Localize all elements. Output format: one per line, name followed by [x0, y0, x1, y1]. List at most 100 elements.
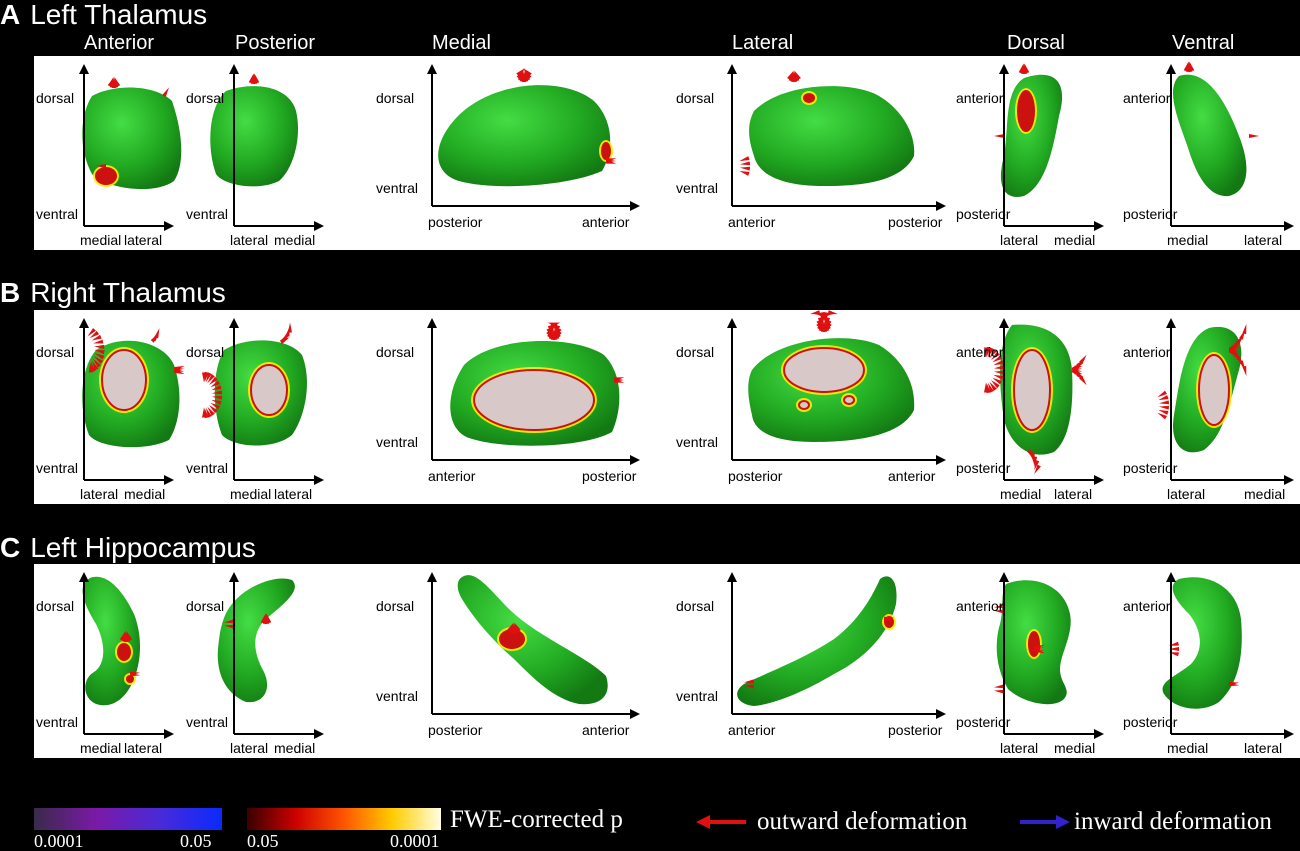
outward-deformation-arrow: [208, 405, 218, 414]
row-title-c: C Left Hippocampus: [0, 533, 256, 563]
outward-deformation-arrow: [1034, 648, 1045, 654]
outward-deformation-arrow: [207, 406, 215, 417]
structure-rendering: [427, 572, 640, 719]
view-panel-lateral: dorsal ventral anterior posterior: [674, 564, 954, 758]
axis-label-bottom: ventral: [36, 460, 79, 476]
view-panel-dorsal: anterior posterior medial lateral: [956, 310, 1114, 504]
axis-label-top: dorsal: [36, 598, 75, 614]
outward-deformation-arrow: [546, 325, 556, 333]
axis-label-left: medial: [80, 232, 122, 248]
outward-deformation-arrow: [739, 166, 751, 171]
axis-label-right: posterior: [582, 468, 637, 484]
axis-label-right: medial: [274, 232, 316, 248]
axis-label-right: medial: [1054, 740, 1096, 756]
axis-label-left: lateral: [1167, 486, 1206, 502]
significance-core: [843, 395, 855, 405]
view-panel-lateral: dorsal ventral posterior anterior: [674, 310, 954, 504]
outward-deformation-arrow: [993, 365, 1005, 370]
structure-rendering: [727, 310, 946, 465]
axis-arrows: [431, 70, 634, 207]
axis-label-right: lateral: [1244, 232, 1283, 248]
outward-deformation-arrow: [1158, 409, 1169, 415]
axis-label-right: lateral: [1054, 486, 1093, 502]
outward-deformation-arrow: [986, 382, 991, 394]
row-title-a: A Left Thalamus: [0, 0, 207, 30]
outward-deformation-arrow: [91, 360, 99, 371]
outward-deformation-arrow: [990, 380, 1000, 389]
row-letter: B: [0, 277, 21, 308]
axis-label-bottom: posterior: [1123, 460, 1178, 476]
outward-deformation-arrow: [1033, 456, 1038, 467]
outward-deformation-arrow: [522, 68, 532, 77]
axis-arrows: [83, 70, 168, 227]
axis-arrows: [233, 70, 318, 227]
outward-deformation-arrow: [507, 622, 514, 632]
structure-rendering: [1166, 61, 1294, 231]
outward-deformation-arrow: [119, 630, 126, 641]
structure-rendering: [993, 572, 1104, 739]
outward-deformation-arrow: [211, 390, 223, 395]
outward-deformation-arrow: [809, 310, 821, 315]
outward-deformation-arrow: [993, 360, 1004, 366]
outward-deformation-arrow: [993, 604, 1005, 609]
axis-label-right: anterior: [582, 722, 630, 738]
outward-deformation-arrow: [822, 317, 832, 325]
axis-label-top: anterior: [956, 344, 1004, 360]
axis-label-left: medial: [230, 486, 272, 502]
axis-label-right: posterior: [888, 722, 943, 738]
colorbar-inward: [34, 808, 222, 830]
outward-deformation-arrow: [816, 317, 826, 325]
view-panel-dorsal: anterior posterior lateral medial: [956, 564, 1114, 758]
outward-deformation-arrow: [260, 613, 266, 624]
structure-rendering: [727, 572, 946, 719]
axis-label-left: lateral: [230, 232, 269, 248]
outward-deformation-arrow: [1242, 365, 1247, 377]
outward-deformation-arrow: [553, 326, 562, 336]
view-label-lateral: Lateral: [732, 32, 794, 54]
outward-deformation-arrow: [739, 161, 751, 166]
outward-deformation-arrow: [94, 349, 105, 355]
inward-arrow-icon: [1020, 815, 1070, 829]
structure-surface: [737, 576, 897, 706]
structure-rendering: [79, 318, 185, 485]
view-panel-medial: dorsal ventral posterior anterior: [374, 564, 654, 758]
significance-core: [1198, 354, 1230, 426]
outward-deformation-label: outward deformation: [757, 808, 968, 835]
axis-arrows: [731, 324, 940, 461]
axis-arrows: [731, 70, 940, 207]
outward-deformation-arrow: [223, 624, 235, 629]
axis-label-right: medial: [1054, 232, 1096, 248]
axis-label-left: anterior: [428, 468, 476, 484]
structure-rendering: [79, 64, 182, 231]
view-panel-dorsal: anterior posterior lateral medial: [956, 56, 1114, 250]
outward-deformation-arrow: [990, 351, 1000, 360]
outward-deformation-arrow: [883, 617, 895, 622]
view-panel-medial: dorsal ventral anterior posterior: [374, 310, 654, 504]
outward-deformation-arrow: [1228, 682, 1240, 687]
structure-rendering: [994, 63, 1104, 231]
significance-core: [126, 675, 134, 683]
axis-arrows: [1003, 324, 1098, 481]
inward-deformation-label: inward deformation: [1074, 808, 1272, 835]
outward-deformation-arrow: [129, 672, 141, 677]
view-panel-ventral: anterior posterior lateral medial: [1123, 310, 1300, 504]
axis-label-top: dorsal: [676, 598, 715, 614]
outward-deformation-arrow: [554, 328, 561, 338]
outward-deformation-arrow: [794, 70, 801, 80]
outward-deformation-arrow: [89, 330, 100, 339]
outward-deformation-arrow: [1169, 647, 1179, 651]
structure-surface: [217, 578, 295, 703]
outward-deformation-arrow: [984, 382, 988, 393]
axis-label-top: dorsal: [376, 90, 415, 106]
view-label-posterior: Posterior: [235, 32, 316, 54]
axis-label-top: anterior: [1123, 598, 1171, 614]
axis-label-bottom: ventral: [36, 714, 79, 730]
structure-surface: [82, 576, 140, 706]
axis-label-right: anterior: [888, 468, 936, 484]
structure-rendering: [210, 64, 324, 231]
outward-deformation-arrow: [1034, 464, 1041, 475]
outward-deformation-arrow: [1018, 63, 1024, 74]
outward-deformation-arrow: [114, 76, 121, 87]
significance-core: [803, 93, 815, 103]
panel-strip-left-hippocampus: dorsal ventral medial lateral dorsal ventral l…: [34, 564, 1300, 758]
